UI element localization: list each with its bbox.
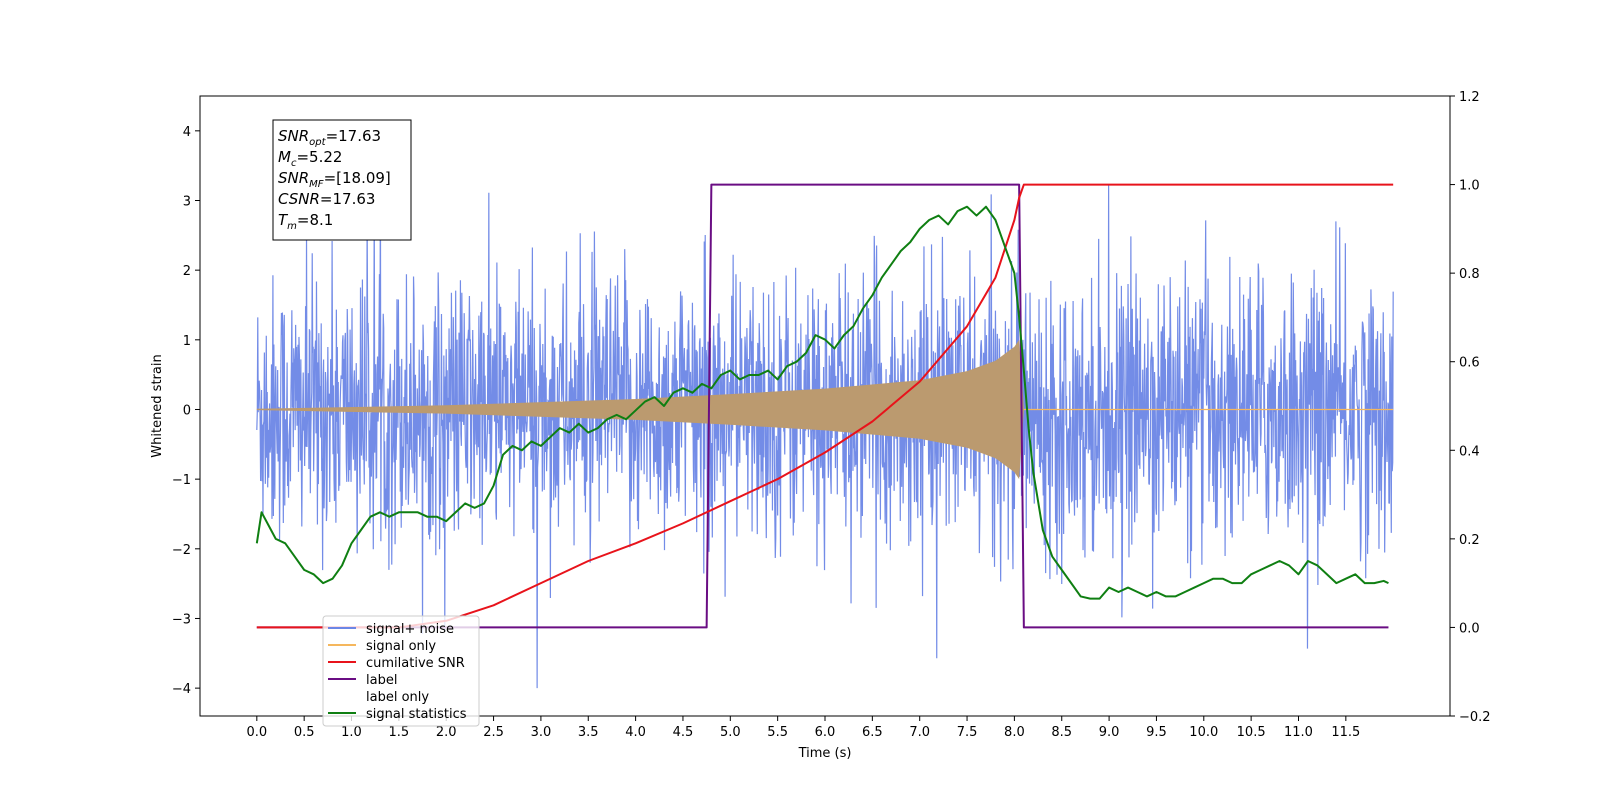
annotation-frame bbox=[272, 119, 412, 241]
y-tick-label: −1 bbox=[172, 473, 191, 488]
x-tick-label: 7.0 bbox=[909, 725, 930, 740]
y2-tick-label: 0.0 bbox=[1459, 621, 1480, 636]
x-tick-label: 0.5 bbox=[294, 725, 315, 740]
x-tick-label: 3.0 bbox=[531, 725, 552, 740]
x-tick-label: 2.0 bbox=[436, 725, 457, 740]
y-axis-label: Whitened strain bbox=[150, 354, 165, 457]
y-tick-label: −2 bbox=[172, 543, 191, 558]
x-tick-label: 1.5 bbox=[389, 725, 410, 740]
x-tick-label: 0.0 bbox=[246, 725, 267, 740]
annotation-symbol: M bbox=[278, 148, 291, 166]
annotation-symbol: T bbox=[278, 211, 289, 229]
y2-tick-label: −0.2 bbox=[1459, 710, 1491, 725]
x-axis: 0.0 0.5 1.0 1.5 2.0 2.5 3.0 3.5 4.0 4.5 5.0 5.5 6.0 6… bbox=[246, 716, 1360, 740]
y-tick-label: 3 bbox=[183, 194, 191, 209]
x-tick-label: 6.5 bbox=[862, 725, 883, 740]
y2-tick-label: 1.2 bbox=[1459, 90, 1480, 105]
series-cumulative-snr bbox=[256, 183, 1394, 629]
x-tick-label: 8.0 bbox=[1004, 725, 1025, 740]
y2-tick-label: 0.6 bbox=[1459, 356, 1480, 371]
x-tick-label: 10.0 bbox=[1189, 725, 1218, 740]
annotation-value: =17.63 bbox=[326, 127, 382, 145]
y-axis-left: 4 3 2 1 0 −1 −2 −3 −4 bbox=[172, 125, 200, 697]
annotation-line: Tm=8.1 bbox=[278, 211, 333, 232]
annotation-symbol: SNR bbox=[278, 127, 309, 145]
legend-label: signal only bbox=[366, 639, 436, 654]
y-tick-label: 0 bbox=[183, 403, 191, 418]
x-tick-label: 5.0 bbox=[720, 725, 741, 740]
legend-label: label bbox=[366, 673, 397, 688]
y-tick-label: 2 bbox=[183, 264, 191, 279]
y2-tick-label: 0.8 bbox=[1459, 267, 1480, 282]
y2-tick-label: 0.2 bbox=[1459, 533, 1480, 548]
annotation-value: =5.22 bbox=[296, 148, 342, 166]
x-tick-label: 3.5 bbox=[578, 725, 599, 740]
series-label bbox=[256, 183, 1389, 629]
legend-label: signal+ noise bbox=[366, 622, 454, 637]
series-signal-statistics bbox=[255, 205, 1389, 600]
annotation-symbol: SNR bbox=[278, 169, 309, 187]
y-tick-label: 1 bbox=[183, 334, 191, 349]
y2-tick-label: 1.0 bbox=[1459, 179, 1480, 194]
x-tick-label: 6.0 bbox=[815, 725, 836, 740]
annotation-subscript: MF bbox=[309, 179, 324, 190]
annotation-value: =8.1 bbox=[297, 211, 333, 229]
x-tick-label: 9.5 bbox=[1146, 725, 1167, 740]
plot-area bbox=[255, 157, 1394, 689]
annotation-subscript: opt bbox=[309, 137, 326, 148]
legend-label: label only bbox=[366, 690, 429, 705]
annotation-subscript: m bbox=[287, 221, 297, 232]
legend-label: cumilative SNR bbox=[366, 656, 465, 671]
x-tick-label: 9.0 bbox=[1099, 725, 1120, 740]
annotation-value: =[18.09] bbox=[324, 169, 391, 187]
x-tick-label: 2.5 bbox=[483, 725, 504, 740]
annotation-value: =17.63 bbox=[320, 190, 376, 208]
x-tick-label: 4.0 bbox=[625, 725, 646, 740]
x-tick-label: 4.5 bbox=[673, 725, 694, 740]
annotation-line: CSNR=17.63 bbox=[278, 190, 375, 208]
x-tick-label: 1.0 bbox=[341, 725, 362, 740]
annotation-line: Mc=5.22 bbox=[278, 148, 342, 169]
annotation-line: SNRMF=[18.09] bbox=[278, 169, 391, 190]
x-axis-label: Time (s) bbox=[798, 746, 852, 761]
y-axis-right: 1.2 1.0 0.8 0.6 0.4 0.2 0.0 −0.2 bbox=[1450, 90, 1491, 725]
x-tick-label: 11.0 bbox=[1284, 725, 1313, 740]
legend-frame bbox=[322, 615, 480, 727]
annotation-line: SNRopt=17.63 bbox=[278, 127, 381, 148]
x-tick-label: 7.5 bbox=[957, 725, 978, 740]
legend-label: signal statistics bbox=[366, 707, 467, 722]
y-tick-label: 4 bbox=[183, 125, 191, 140]
x-tick-label: 10.5 bbox=[1237, 725, 1266, 740]
annotation-subscript: c bbox=[291, 158, 297, 169]
x-tick-label: 11.5 bbox=[1331, 725, 1360, 740]
series-signal-only bbox=[256, 339, 1024, 480]
annotation-box: SNRopt=17.63Mc=5.22SNRMF=[18.09]CSNR=17.… bbox=[272, 119, 412, 241]
x-tick-label: 5.5 bbox=[767, 725, 788, 740]
x-tick-label: 8.5 bbox=[1051, 725, 1072, 740]
annotation-symbol: CSNR bbox=[278, 190, 320, 208]
y-tick-label: −4 bbox=[172, 682, 191, 697]
legend: signal+ noise signal only cumilative SNR la… bbox=[322, 615, 480, 727]
y-tick-label: −3 bbox=[172, 612, 191, 627]
y2-tick-label: 0.4 bbox=[1459, 444, 1480, 459]
